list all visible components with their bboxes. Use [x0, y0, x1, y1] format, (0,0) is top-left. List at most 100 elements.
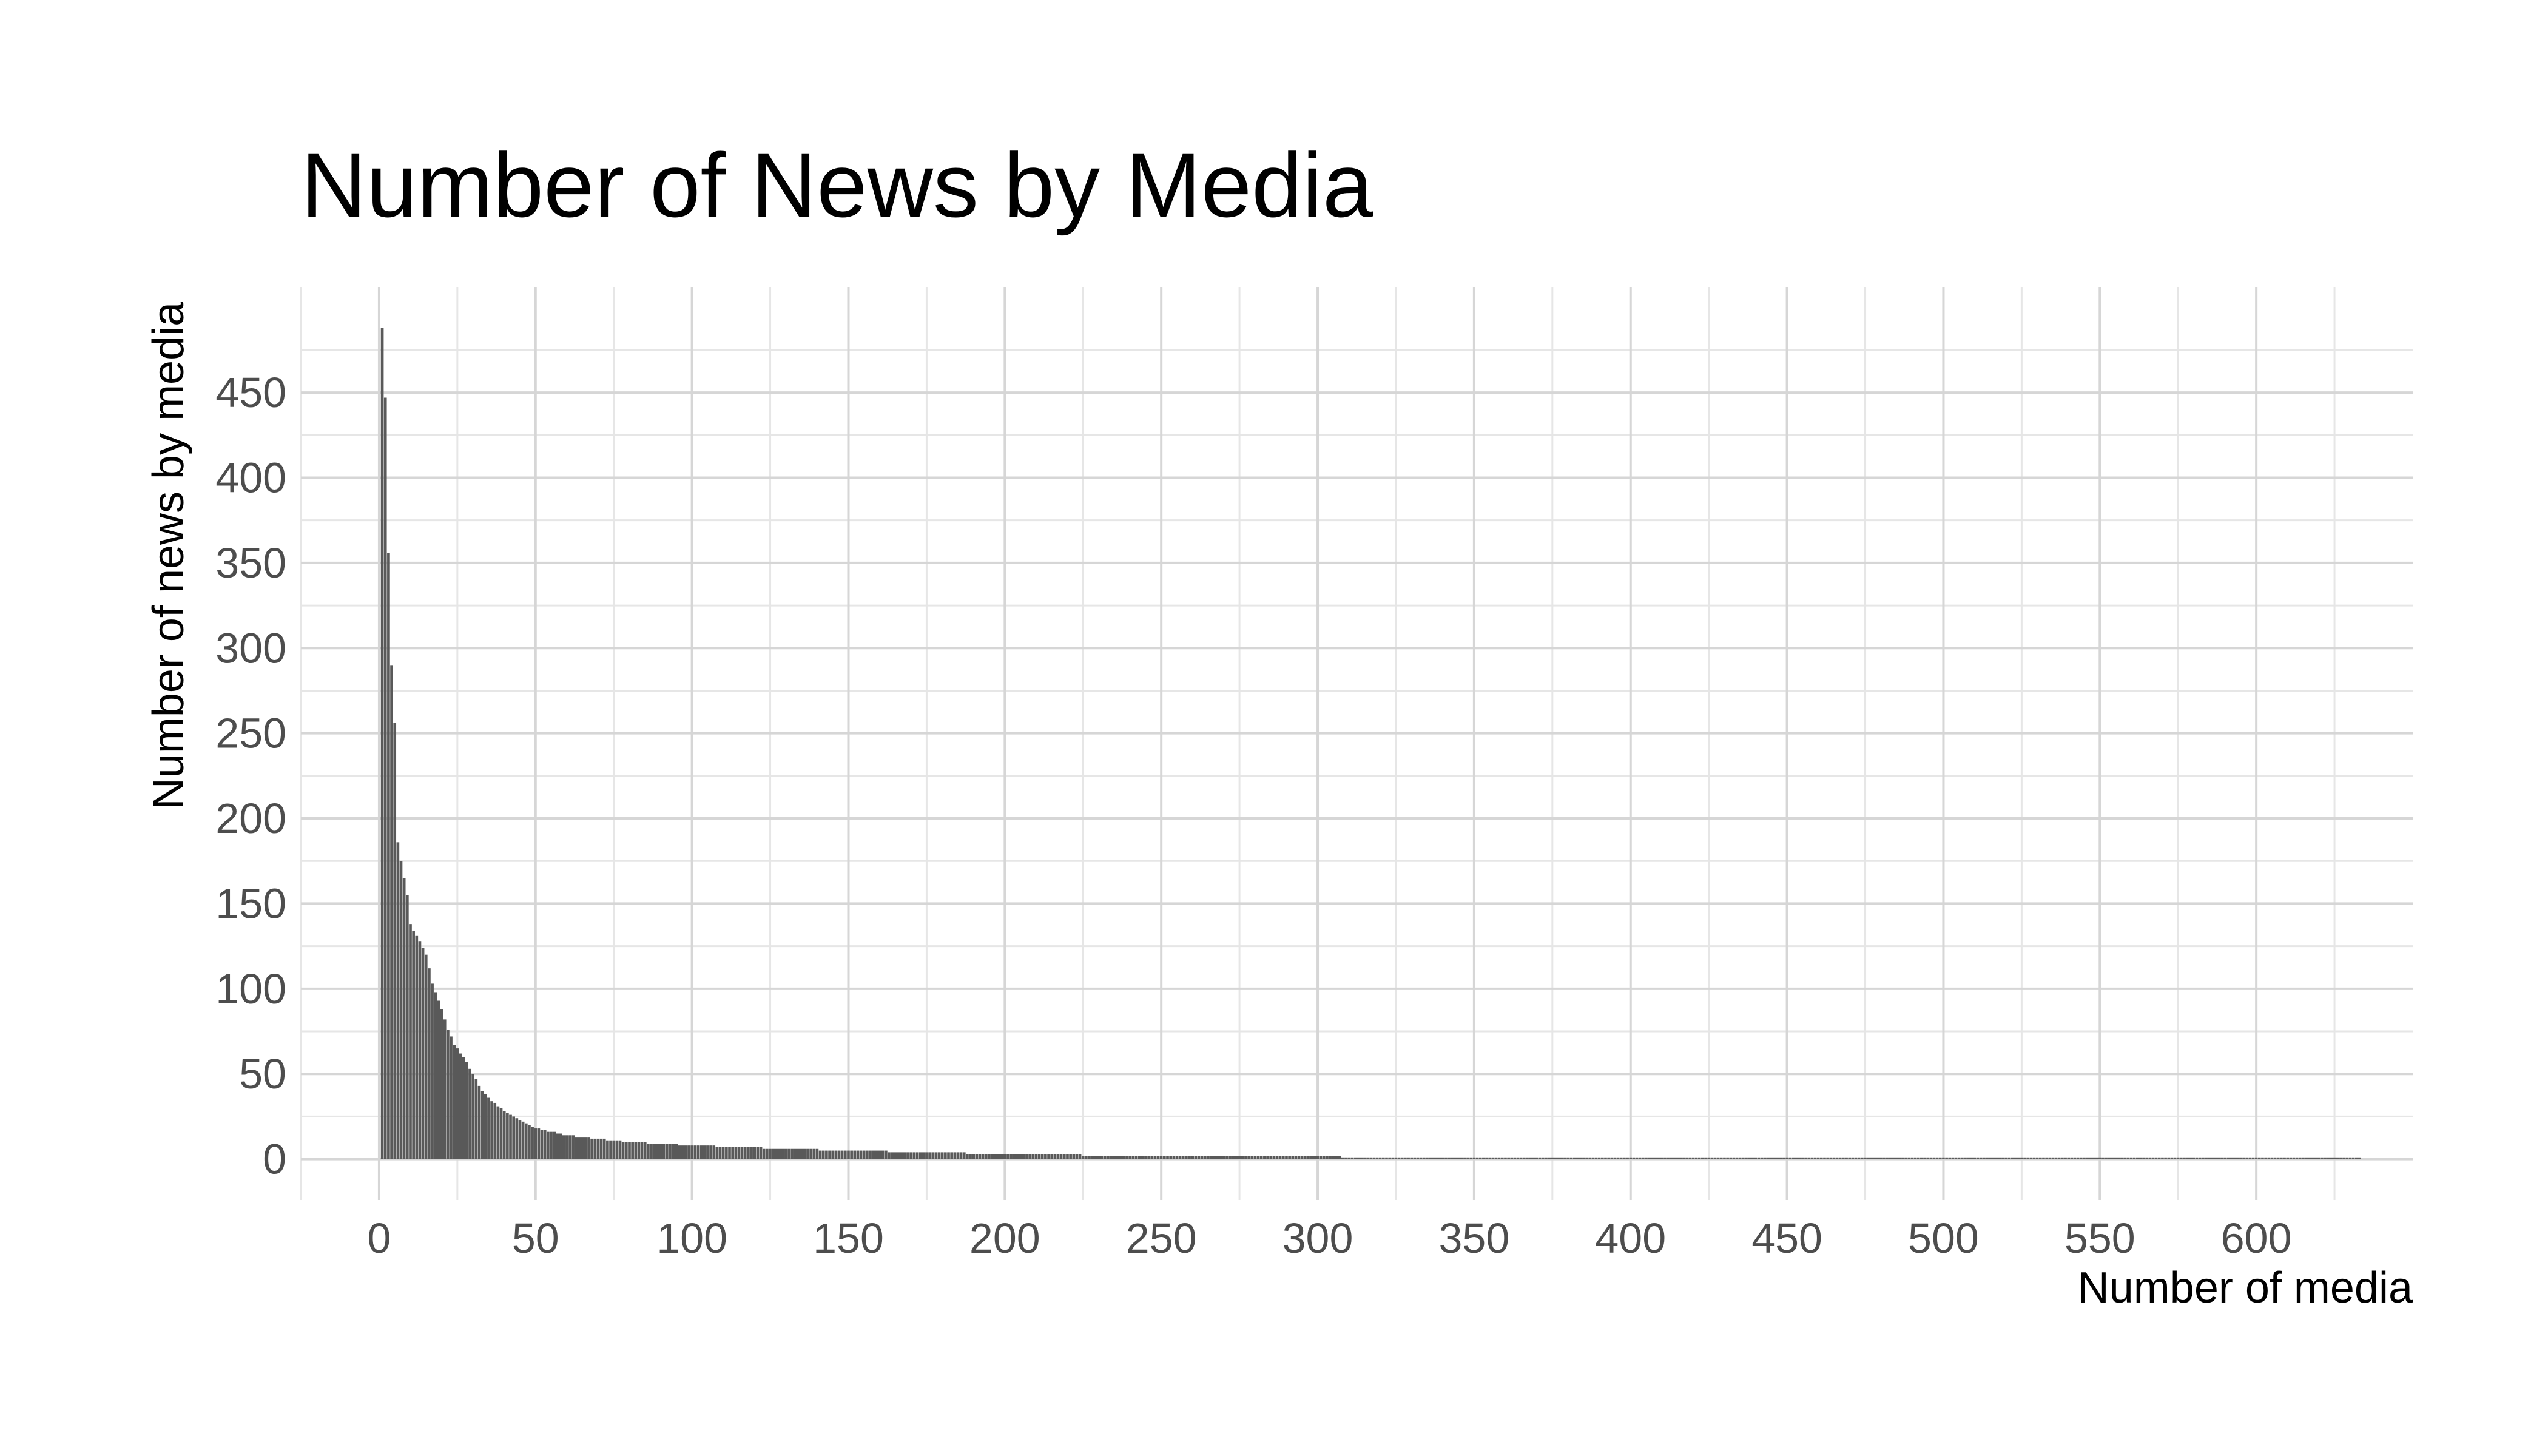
bar — [2007, 1157, 2011, 1159]
bar — [725, 1147, 728, 1159]
bar — [1983, 1157, 1986, 1159]
bar — [1660, 1157, 1663, 1159]
bar — [1056, 1154, 1060, 1159]
bar — [1607, 1157, 1610, 1159]
bar — [837, 1150, 841, 1159]
bar — [950, 1152, 953, 1159]
bar — [521, 1121, 525, 1159]
bar — [928, 1152, 931, 1159]
bar — [1469, 1157, 1473, 1159]
bar — [1344, 1157, 1347, 1159]
bar — [550, 1131, 553, 1159]
bar — [675, 1144, 678, 1159]
bar — [396, 842, 400, 1159]
y-tick-label: 250 — [215, 710, 286, 757]
bar — [553, 1131, 556, 1159]
bar — [443, 1019, 447, 1159]
bar — [1791, 1157, 1795, 1159]
bar — [897, 1152, 900, 1159]
bar — [1591, 1157, 1595, 1159]
bar — [1037, 1154, 1041, 1159]
bar — [1516, 1157, 1520, 1159]
bar — [1397, 1157, 1401, 1159]
bar — [2226, 1157, 2230, 1159]
bar — [1025, 1154, 1028, 1159]
bar — [1654, 1157, 1657, 1159]
x-tick-label: 200 — [969, 1215, 1040, 1262]
bar — [380, 328, 384, 1159]
bar — [1353, 1157, 1357, 1159]
bar — [2242, 1157, 2245, 1159]
bar — [2105, 1157, 2108, 1159]
bar — [565, 1135, 568, 1159]
bar — [1125, 1156, 1128, 1159]
bar — [1263, 1156, 1266, 1159]
bar — [662, 1144, 666, 1159]
bar — [2095, 1157, 2098, 1159]
bar — [1738, 1157, 1742, 1159]
bar — [424, 954, 428, 1159]
bar — [743, 1147, 747, 1159]
bar — [703, 1145, 706, 1159]
bar — [1967, 1157, 1970, 1159]
bar — [1601, 1157, 1604, 1159]
bar — [731, 1147, 734, 1159]
bar — [1776, 1157, 1779, 1159]
bar — [840, 1150, 844, 1159]
bar — [2176, 1157, 2180, 1159]
bar — [637, 1142, 641, 1159]
bar — [540, 1130, 544, 1159]
bar — [418, 941, 422, 1159]
bar — [2276, 1157, 2280, 1159]
bar — [2139, 1157, 2142, 1159]
bar — [1986, 1157, 1989, 1159]
bar — [912, 1152, 916, 1159]
bar — [696, 1145, 700, 1159]
bar — [618, 1140, 622, 1159]
bar — [434, 992, 437, 1159]
bar — [2054, 1157, 2058, 1159]
bar — [2251, 1157, 2255, 1159]
bar — [1219, 1156, 1222, 1159]
bar — [650, 1144, 653, 1159]
bar — [440, 1009, 443, 1159]
bar — [862, 1150, 866, 1159]
bar — [409, 924, 412, 1159]
bar — [1438, 1157, 1441, 1159]
bar — [2302, 1157, 2305, 1159]
bar — [678, 1145, 681, 1159]
bar — [1713, 1157, 1717, 1159]
bar — [672, 1144, 675, 1159]
bar — [1563, 1157, 1566, 1159]
bar — [881, 1150, 885, 1159]
bar — [2345, 1157, 2349, 1159]
bar — [1188, 1156, 1191, 1159]
y-tick-label: 150 — [215, 880, 286, 927]
bar — [1954, 1157, 1958, 1159]
bar — [2254, 1157, 2258, 1159]
bar — [1507, 1157, 1510, 1159]
bar — [2248, 1157, 2252, 1159]
bar — [1323, 1156, 1326, 1159]
bar — [1075, 1154, 1079, 1159]
bar — [628, 1142, 631, 1159]
bar — [453, 1045, 456, 1159]
bar — [885, 1150, 888, 1159]
bar — [1682, 1157, 1685, 1159]
bar — [1973, 1157, 1977, 1159]
bar — [747, 1147, 750, 1159]
bar — [1228, 1156, 1232, 1159]
bar — [1857, 1157, 1861, 1159]
bar — [1579, 1157, 1582, 1159]
bar — [2199, 1157, 2202, 1159]
bar — [1820, 1157, 1823, 1159]
bar — [1554, 1157, 1557, 1159]
bar — [1375, 1157, 1379, 1159]
bar — [493, 1102, 497, 1159]
bar — [1770, 1157, 1773, 1159]
bar — [1523, 1157, 1526, 1159]
bar — [587, 1137, 590, 1159]
y-tick-label: 450 — [215, 369, 286, 416]
bar — [1876, 1157, 1879, 1159]
bar — [1088, 1156, 1091, 1159]
